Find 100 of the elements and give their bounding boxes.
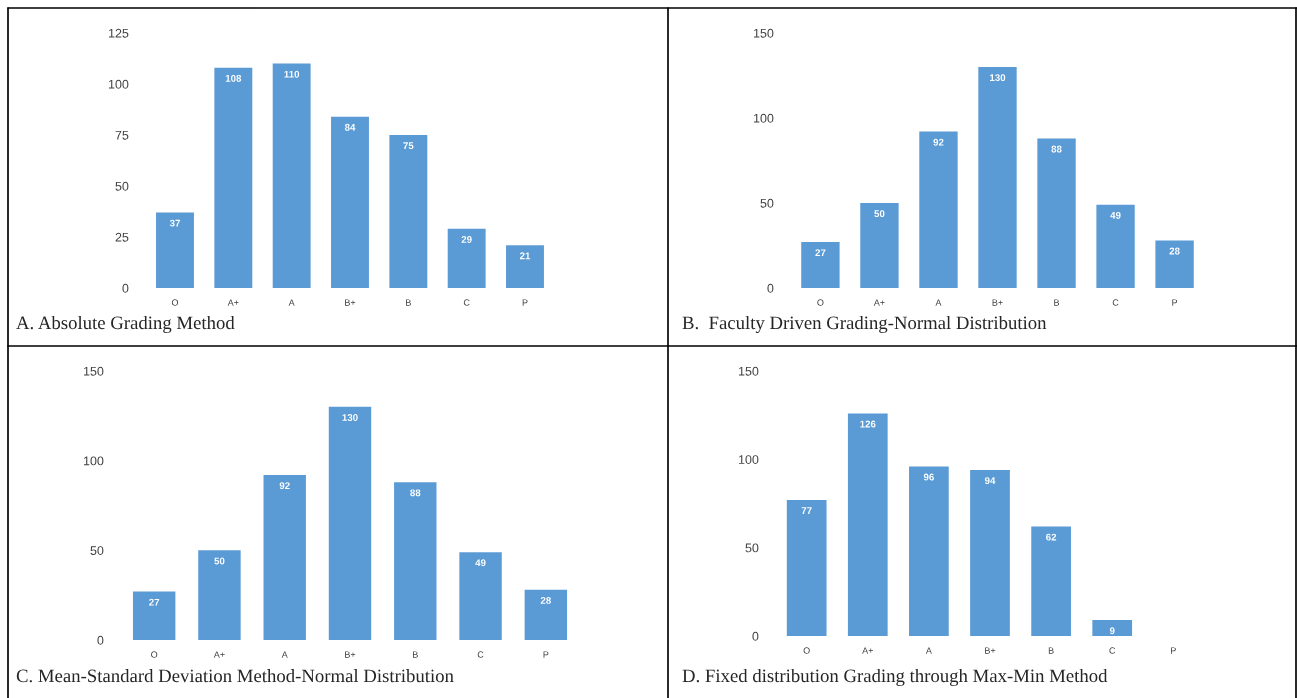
bar xyxy=(272,63,311,288)
y-tick-label: 125 xyxy=(108,28,129,38)
bar xyxy=(1155,240,1194,288)
x-tick-label: B+ xyxy=(345,651,356,658)
y-tick-label: 50 xyxy=(115,181,129,191)
x-tick-label: O xyxy=(817,299,824,306)
data-label: 21 xyxy=(519,252,531,260)
bar xyxy=(331,116,369,288)
bar xyxy=(389,135,428,288)
y-tick-label: 0 xyxy=(97,635,104,645)
x-tick-label: O xyxy=(803,647,810,654)
data-label: 110 xyxy=(284,70,300,78)
x-tick-label: A+ xyxy=(227,299,239,306)
bar xyxy=(214,67,253,288)
bar xyxy=(198,550,241,640)
x-tick-label: O xyxy=(151,651,158,658)
x-tick-label: C xyxy=(1109,647,1116,654)
data-label: 108 xyxy=(225,74,242,82)
x-tick-label: P xyxy=(522,299,528,306)
x-tick-label: A+ xyxy=(213,651,225,658)
bar xyxy=(1037,138,1076,288)
bar xyxy=(1031,526,1071,636)
data-label: 92 xyxy=(279,482,290,490)
y-tick-label: 50 xyxy=(760,198,774,208)
x-tick-label: A xyxy=(935,299,942,306)
x-tick-label: P xyxy=(543,651,549,658)
y-tick-label: 100 xyxy=(738,455,759,464)
y-tick-label: 100 xyxy=(83,456,104,466)
y-tick-label: 150 xyxy=(83,366,104,376)
text: D. Fixed distribution Grading through Max-Min Method xyxy=(682,668,1108,686)
bar xyxy=(447,228,486,288)
data-label: 27 xyxy=(149,598,160,606)
data-label: 28 xyxy=(1169,247,1180,255)
bar xyxy=(786,499,827,636)
x-tick-label: A+ xyxy=(862,647,873,654)
x-tick-label: P xyxy=(1171,647,1176,654)
bar xyxy=(919,131,958,288)
bar xyxy=(132,591,176,640)
data-label: 28 xyxy=(540,596,551,604)
data-label: 49 xyxy=(1110,211,1121,219)
data-label: 92 xyxy=(933,138,944,146)
bar xyxy=(506,245,544,288)
bar xyxy=(860,203,899,288)
y-tick-label: 50 xyxy=(90,546,104,555)
x-tick-label: O xyxy=(171,299,179,306)
y-tick-label: 75 xyxy=(115,130,129,140)
y-tick-label: 0 xyxy=(767,283,774,293)
bar xyxy=(394,482,437,640)
data-label: 49 xyxy=(475,559,486,567)
x-tick-label: B+ xyxy=(992,299,1003,306)
y-tick-label: 100 xyxy=(753,113,774,123)
data-label: 75 xyxy=(403,142,414,150)
x-tick-label: A+ xyxy=(873,299,885,306)
bar xyxy=(1096,204,1135,288)
bar xyxy=(459,552,502,640)
text: A. Absolute Grading Method xyxy=(16,315,235,333)
x-tick-label: B+ xyxy=(345,299,356,306)
x-tick-label: A xyxy=(288,299,295,306)
data-label: 29 xyxy=(461,236,472,243)
text: B. Faculty Driven Grading-Normal Distribution xyxy=(682,315,1047,333)
data-label: 126 xyxy=(860,420,876,428)
y-tick-label: 50 xyxy=(745,543,759,553)
data-label: 88 xyxy=(1051,145,1062,153)
x-tick-label: A xyxy=(281,651,288,658)
x-tick-label: C xyxy=(1112,299,1119,306)
bar xyxy=(328,406,372,640)
x-tick-label: B xyxy=(413,651,418,658)
bar xyxy=(1092,620,1133,636)
x-tick-label: C xyxy=(477,651,484,658)
data-label: 37 xyxy=(169,219,180,227)
x-tick-label: P xyxy=(1172,299,1178,306)
bar xyxy=(847,413,888,636)
y-tick-label: 100 xyxy=(108,79,129,89)
data-label: 62 xyxy=(1046,533,1057,541)
x-tick-label: B xyxy=(406,299,411,306)
data-label: 94 xyxy=(984,477,996,485)
data-label: 50 xyxy=(874,210,885,218)
data-label: 27 xyxy=(815,249,826,257)
x-tick-label: B+ xyxy=(985,647,996,654)
x-tick-label: B xyxy=(1048,647,1054,654)
bar xyxy=(156,212,194,288)
x-tick-label: B xyxy=(1054,299,1060,306)
data-label: 9 xyxy=(1109,627,1115,635)
y-tick-label: 0 xyxy=(752,631,759,641)
data-label: 130 xyxy=(990,74,1006,82)
data-label: 130 xyxy=(342,414,358,421)
bar xyxy=(909,466,949,636)
data-label: 50 xyxy=(214,557,225,565)
bar xyxy=(978,67,1017,288)
bar xyxy=(263,475,306,640)
x-tick-label: A xyxy=(925,647,932,654)
x-tick-label: C xyxy=(463,299,470,306)
data-label: 96 xyxy=(923,473,934,481)
bar xyxy=(524,589,568,640)
y-tick-label: 150 xyxy=(753,28,774,38)
text: C. Mean-Standard Deviation Method-Normal Distribution xyxy=(16,669,454,683)
data-label: 84 xyxy=(344,123,356,131)
data-label: 88 xyxy=(410,489,421,497)
bar xyxy=(801,242,840,288)
y-tick-label: 150 xyxy=(738,366,759,376)
